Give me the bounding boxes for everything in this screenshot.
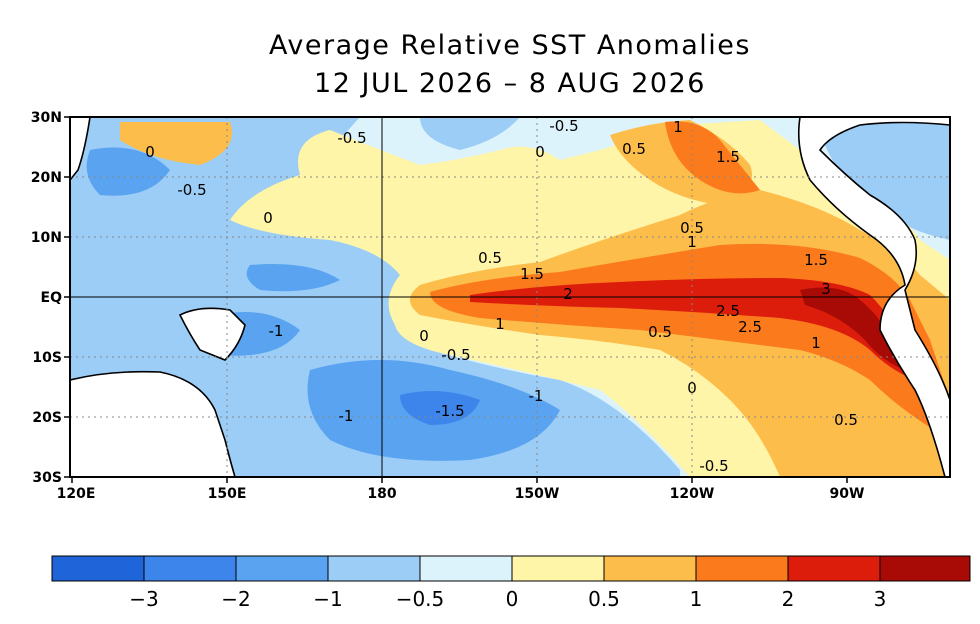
colorbar-swatch — [603, 555, 697, 582]
lat-label-30s: 30S — [32, 470, 62, 486]
land-asia — [70, 117, 91, 182]
contour-label: 1 — [673, 118, 683, 136]
lon-label-150e: 150E — [208, 486, 247, 502]
contour-label: -1.5 — [435, 402, 464, 420]
anomaly-band-0-5-to-1 — [120, 122, 232, 165]
contour-label: 1.5 — [520, 265, 544, 283]
lon-label-180: 180 — [367, 486, 396, 502]
contour-label: 0 — [419, 327, 429, 345]
contour-label: 0.5 — [680, 219, 704, 237]
contour-label: -1 — [269, 322, 284, 340]
contour-label: 0 — [145, 143, 155, 161]
anomaly-band-neg-1-to-neg-0-5 — [420, 117, 520, 150]
land-new-guinea — [178, 307, 246, 361]
reference-lines — [70, 117, 950, 477]
anomaly-band-neg-2-to-neg-1 — [246, 264, 340, 292]
colorbar-swatch — [235, 555, 329, 582]
lat-label-eq: EQ — [41, 290, 63, 306]
contour-label: 1 — [495, 315, 505, 333]
lat-label-10n: 10N — [31, 230, 62, 246]
lat-label-20s: 20S — [32, 410, 62, 426]
contour-label: 2.5 — [738, 318, 762, 336]
colorbar-swatch — [143, 555, 237, 582]
contour-label: -0.5 — [441, 346, 470, 364]
contour-label: 1.5 — [804, 251, 828, 269]
lat-label-10s: 10S — [32, 350, 62, 366]
colorbar-swatch — [51, 555, 145, 582]
colorbar-swatch — [511, 555, 605, 582]
contour-label: 0.5 — [622, 140, 646, 158]
lon-label-120w: 120W — [670, 486, 715, 502]
colorbar-label: −0.5 — [396, 587, 445, 611]
colorbar-label: 0 — [506, 587, 519, 611]
colorbar-swatch — [695, 555, 789, 582]
lon-label-90w: 90W — [830, 486, 865, 502]
lon-label-120e: 120E — [57, 486, 96, 502]
contour-label: -0.5 — [337, 129, 366, 147]
contour-label: 0.5 — [648, 323, 672, 341]
contour-label: 1 — [687, 233, 697, 251]
contour-label: 0 — [263, 209, 273, 227]
colorbar-label: −3 — [129, 587, 158, 611]
contour-label: 3 — [821, 280, 831, 298]
chart-title-line-2: 12 JUL 2026 – 8 AUG 2026 — [314, 68, 706, 99]
contour-label: 1.5 — [716, 148, 740, 166]
contour-label: -0.5 — [549, 117, 578, 135]
contour-label: 0.5 — [478, 249, 502, 267]
anomaly-band-1-to-2 — [665, 121, 760, 194]
contour-label: -0.5 — [699, 457, 728, 475]
contour-label: 2 — [563, 285, 573, 303]
colorbar-label: −1 — [313, 587, 342, 611]
lon-label-150w: 150W — [515, 486, 560, 502]
colorbar-swatch — [787, 555, 881, 582]
colorbar — [51, 555, 971, 582]
contour-label: 0.5 — [834, 411, 858, 429]
land-americas — [797, 117, 950, 477]
colorbar-label: 3 — [874, 587, 887, 611]
contour-label: 1 — [811, 334, 821, 352]
lat-label-30n: 30N — [31, 110, 62, 126]
land-australia — [70, 370, 236, 477]
colorbar-swatch — [879, 555, 971, 582]
lat-label-20n: 20N — [31, 170, 62, 186]
anomaly-band-above-3 — [800, 287, 905, 370]
anomaly-band-neg-2-to-neg-1 — [86, 147, 170, 196]
colorbar-swatch — [327, 555, 421, 582]
contour-label: -0.5 — [177, 181, 206, 199]
colorbar-label: −2 — [221, 587, 250, 611]
colorbar-label: 2 — [782, 587, 795, 611]
colorbar-label: 1 — [690, 587, 703, 611]
contour-label: 0 — [535, 143, 545, 161]
colorbar-swatch — [419, 555, 513, 582]
contour-label: 2.5 — [716, 302, 740, 320]
anomaly-band-2-to-3 — [470, 278, 915, 380]
contour-label: -1 — [529, 387, 544, 405]
contour-label: 0 — [687, 379, 697, 397]
chart-title-line-1: Average Relative SST Anomalies — [269, 30, 751, 61]
colorbar-label: 0.5 — [588, 587, 620, 611]
anomaly-band-neg-1-to-neg-0-5 — [820, 123, 950, 240]
contour-label: -1 — [339, 407, 354, 425]
